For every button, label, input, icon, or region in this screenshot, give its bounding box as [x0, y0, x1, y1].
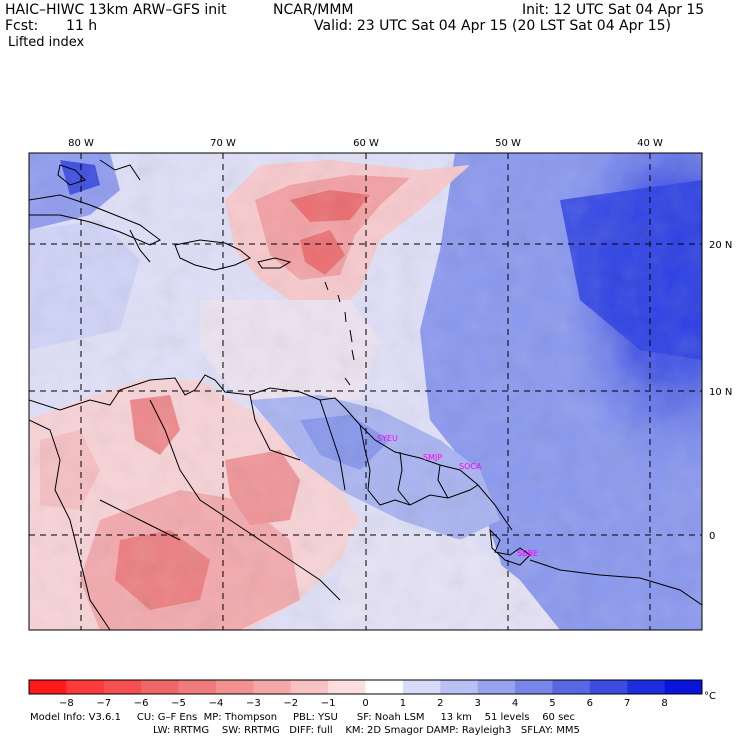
colorbar-swatch	[664, 680, 703, 694]
colorbar-swatch	[215, 680, 254, 694]
lon-label-60w: 60 W	[353, 138, 379, 149]
colorbar-swatch	[589, 680, 628, 694]
colorbar-swatch	[328, 680, 366, 694]
station-soca: SOCA	[459, 462, 482, 471]
colorbar-tick-label: 6	[587, 698, 593, 709]
colorbar-unit: °C	[704, 691, 716, 702]
colorbar-swatch	[141, 680, 180, 694]
colorbar-swatch	[66, 680, 105, 694]
colorbar-swatch	[178, 680, 217, 694]
init-time: Init: 12 UTC Sat 04 Apr 15	[522, 2, 705, 18]
colorbar-tick-label: 2	[437, 698, 443, 709]
lon-label-80w: 80 W	[68, 138, 94, 149]
model-info-line1: Model Info: V3.6.1 CU: G–F Ens MP: Thomp…	[30, 712, 575, 723]
colorbar: −8 −7 −6 −5 −4 −3 −2 −1 0 1 2 3 4 5 6 7 8 °C	[28, 679, 716, 709]
colorbar-swatch	[103, 680, 142, 694]
model-title: HAIC–HIWC 13km ARW–GFS init	[5, 2, 227, 18]
colorbar-tick-label: 4	[512, 698, 518, 709]
coastlines	[29, 159, 702, 630]
colorbar-swatch	[402, 680, 441, 694]
lon-label-70w: 70 W	[210, 138, 236, 149]
colorbar-swatch	[290, 680, 329, 694]
lat-label-10n: 10 N	[709, 387, 732, 398]
colorbar-tick-label: −8	[59, 698, 74, 709]
model-info-line2: LW: RRTMG SW: RRTMG DIFF: full KM: 2D Sm…	[153, 725, 580, 736]
colorbar-tick-label: 1	[400, 698, 406, 709]
forecast-hour: 11 h	[66, 18, 98, 34]
station-syeu: SYEU	[377, 434, 398, 443]
colorbar-tick-label: −5	[171, 698, 186, 709]
station-smjp: SMJP	[423, 453, 442, 462]
colorbar-swatch	[253, 680, 292, 694]
colorbar-tick-label: 0	[362, 698, 368, 709]
lat-label-0: 0	[709, 531, 715, 542]
lon-label-40w: 40 W	[637, 138, 663, 149]
valid-time: Valid: 23 UTC Sat 04 Apr 15 (20 LST Sat …	[314, 18, 672, 34]
colorbar-tick-label: 5	[549, 698, 555, 709]
colorbar-swatch	[515, 680, 553, 694]
colorbar-tick-label: 7	[624, 698, 630, 709]
colorbar-swatch	[29, 680, 67, 694]
station-sbbe: SBBE	[517, 549, 538, 558]
colorbar-swatch	[627, 680, 666, 694]
colorbar-swatch	[365, 680, 404, 694]
center-name: NCAR/MMM	[273, 2, 354, 18]
lat-label-20n: 20 N	[709, 240, 732, 251]
colorbar-tick-label: −2	[283, 698, 298, 709]
colorbar-tick-label: 3	[474, 698, 480, 709]
colorbar-tick-label: −3	[246, 698, 261, 709]
forecast-label: Fcst:	[5, 18, 39, 34]
field-name: Lifted index	[8, 35, 85, 50]
colorbar-frame	[28, 679, 703, 695]
colorbar-tick-label: −7	[96, 698, 111, 709]
colorbar-tick-label: −4	[209, 698, 224, 709]
colorbar-tick-label: 8	[661, 698, 667, 709]
map-frame	[28, 152, 703, 631]
colorbar-swatch	[477, 680, 516, 694]
lat-lon-grid	[29, 153, 702, 630]
colorbar-tick-label: −1	[321, 698, 336, 709]
lon-label-50w: 50 W	[495, 138, 521, 149]
colorbar-swatch	[440, 680, 479, 694]
colorbar-swatch	[552, 680, 591, 694]
colorbar-tick-label: −6	[134, 698, 149, 709]
